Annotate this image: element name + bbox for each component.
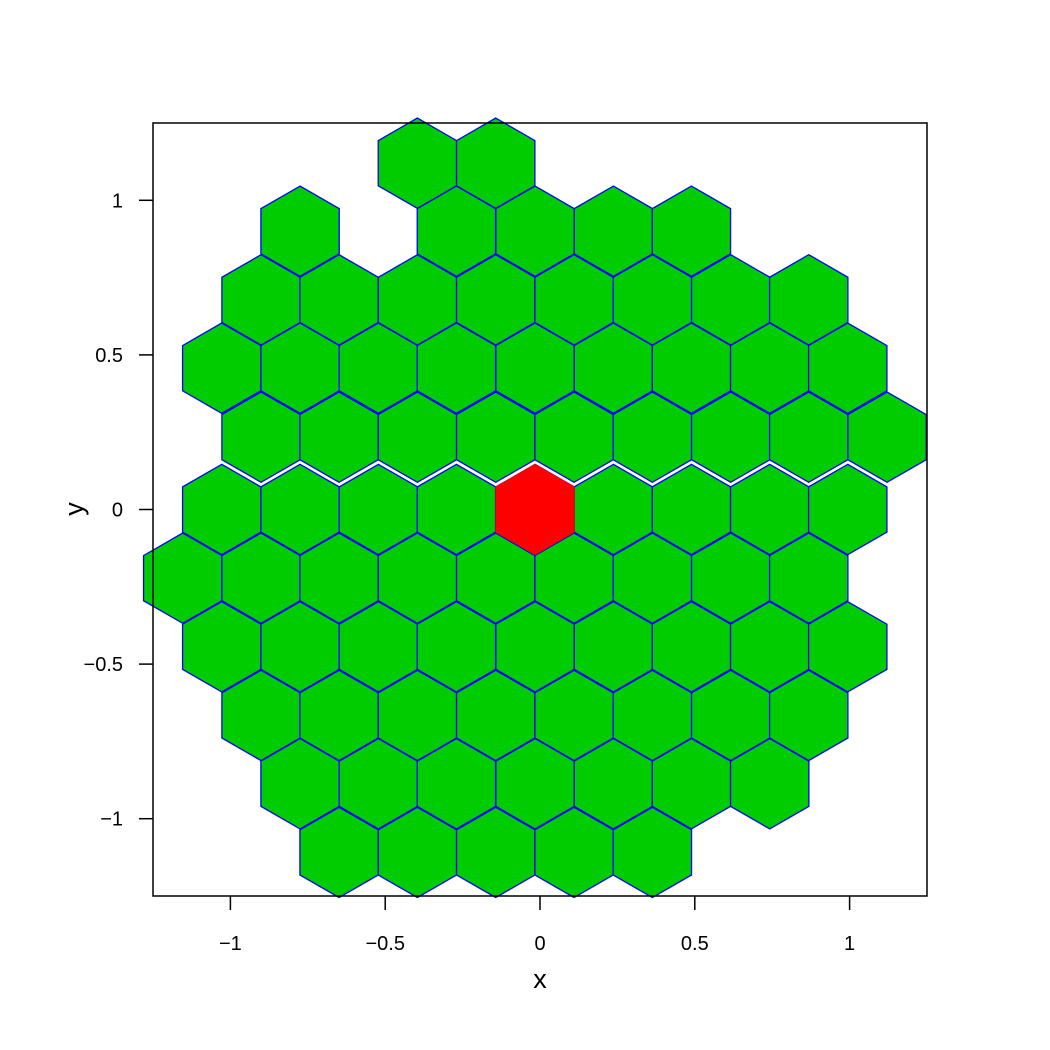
y-tick-label: −0.5 <box>84 654 123 676</box>
x-tick-label: −0.5 <box>365 933 404 955</box>
x-tick-label: 0 <box>534 933 545 955</box>
hexagon-cell <box>729 737 810 830</box>
hexagon-cell <box>807 600 888 693</box>
x-tick-label: −1 <box>219 933 242 955</box>
x-tick-label: 0.5 <box>681 933 709 955</box>
hexagon-cell <box>768 532 849 625</box>
y-tick-label: −1 <box>100 809 123 831</box>
y-axis: −1 −0.5 0 0.5 1 <box>84 190 153 831</box>
y-tick-label: 1 <box>112 190 123 212</box>
hexagon-cell <box>260 185 340 278</box>
y-axis-title: y <box>59 502 89 516</box>
x-axis: −1 −0.5 0 0.5 1 <box>219 896 855 955</box>
x-tick-label: 1 <box>844 933 855 955</box>
y-tick-label: 0.5 <box>95 345 123 367</box>
hexagon-cell <box>612 806 693 899</box>
hexagon-layer <box>142 117 927 899</box>
x-axis-title: x <box>533 964 547 994</box>
hexagon-cell <box>847 391 927 484</box>
hexagon-cell <box>651 185 732 278</box>
y-tick-label: 0 <box>112 500 123 522</box>
hexagon-cell <box>807 463 888 556</box>
hexagon-cell <box>807 322 888 415</box>
highlighted-hexagon <box>495 463 575 556</box>
